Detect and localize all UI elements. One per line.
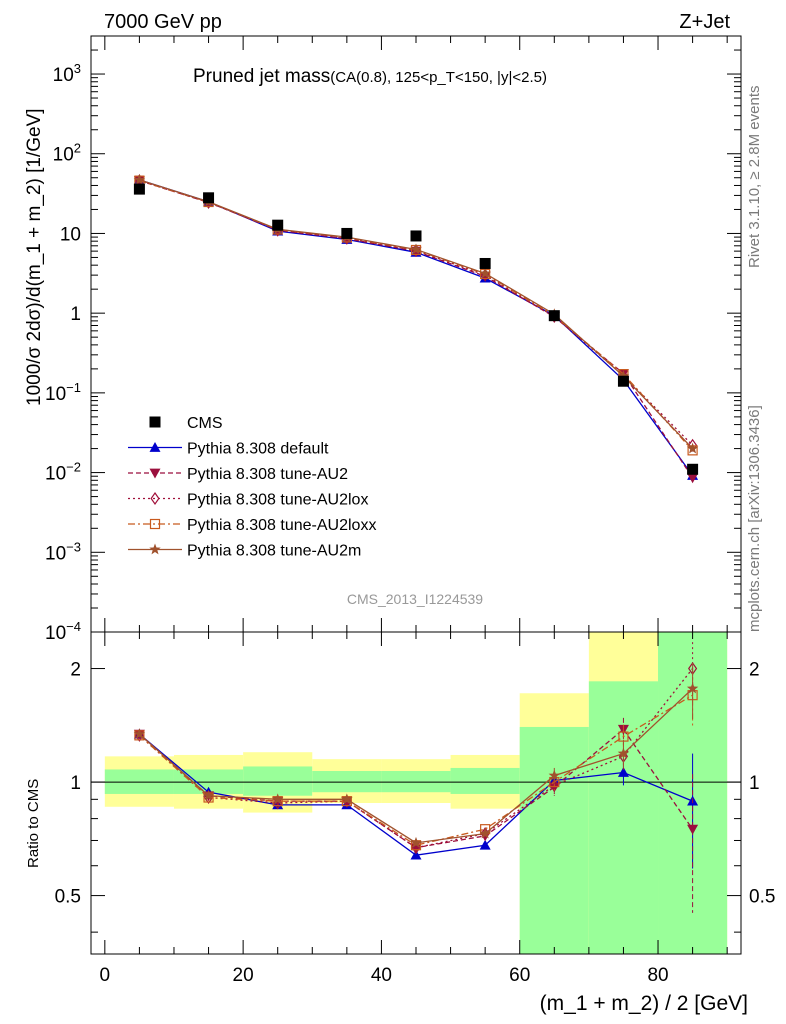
series-point-au2m: [410, 243, 422, 255]
ratio-point-au2m: [341, 793, 353, 805]
main-ytick-label: 10: [60, 224, 81, 245]
cms-point: [410, 230, 422, 242]
ratio-ytick-label-right: 2: [749, 660, 760, 681]
cms-point: [133, 183, 145, 195]
legend-label-au2lox: Pythia 8.308 tune-AU2lox: [187, 492, 368, 509]
ratio-ytick-label-right: 1: [749, 773, 760, 794]
ratio-ylabel: Ratio to CMS: [25, 779, 42, 868]
series-point-au2m: [617, 370, 630, 382]
series-point-au2m: [133, 173, 146, 185]
legend-marker-au2loxx: [149, 518, 161, 530]
series-line-au2: [139, 180, 694, 479]
ratio-xtick-label: 80: [647, 965, 668, 986]
legend-marker-au2m: [149, 543, 161, 555]
ratio-point-au2m: [202, 789, 215, 801]
green-band: [243, 766, 313, 796]
header-right: Z+Jet: [679, 11, 730, 33]
green-band: [450, 767, 520, 794]
ratio-line-au2loxx: [138, 694, 693, 846]
legend-label-default: Pythia 8.308 default: [187, 441, 329, 458]
ratio-ytick-label: 2: [70, 660, 81, 681]
ratio-xtick-label: 60: [509, 965, 530, 986]
analysis-label: CMS_2013_I1224539: [347, 591, 483, 607]
ratio-xtick-label: 0: [100, 965, 111, 986]
ratio-ytick-label: 0.5: [55, 887, 81, 908]
main-ytick-label: 1: [70, 304, 81, 325]
mcplots-label: mcplots.cern.ch [arXiv:1306.3436]: [746, 405, 763, 632]
ratio-point-au2m: [410, 836, 422, 848]
ratio-point-default: [479, 839, 491, 850]
main-ytick-label: 102: [53, 141, 81, 166]
legend-label-au2m: Pythia 8.308 tune-AU2m: [187, 543, 361, 560]
main-title-text: Pruned jet mass: [193, 66, 330, 87]
main-title-sub: (CA(0.8), 125<p_T<150, |y|<2.5): [330, 69, 547, 86]
series-line-au2lox: [139, 180, 694, 446]
cms-point: [687, 463, 699, 475]
header-left: 7000 GeV pp: [104, 11, 222, 33]
ratio-point-au2: [687, 824, 699, 835]
ratio-xtick-label: 20: [233, 965, 254, 986]
main-ytick-label: 10−4: [45, 619, 81, 644]
cms-point: [617, 375, 629, 387]
series-line-au2m: [139, 179, 694, 450]
main-ytick-label: 103: [53, 61, 81, 86]
green-band: [519, 726, 589, 954]
cms-point: [479, 257, 491, 269]
ratio-point-au2m: [479, 827, 491, 839]
ratio-point-au2m: [133, 728, 146, 739]
ratio-xlabel: (m_1 + m_2) / 2 [GeV]: [540, 992, 748, 1015]
ratio-xtick-label: 40: [371, 965, 392, 986]
cms-point: [341, 227, 353, 239]
main-title: Pruned jet mass(CA(0.8), 125<p_T<150, |y…: [193, 66, 547, 87]
legend-marker-default: [149, 442, 161, 452]
legend-label-au2: Pythia 8.308 tune-AU2: [187, 466, 348, 483]
ratio-point-au2m: [617, 747, 630, 759]
ratio-point-au2m: [548, 769, 561, 781]
main-ytick-label: 10−1: [45, 380, 81, 405]
legend-marker-cms: [149, 416, 161, 428]
legend: CMS Pythia 8.308 default Pythia 8.308 tune…: [128, 415, 376, 560]
cms-point: [548, 310, 560, 322]
series-point-au2m: [686, 442, 699, 454]
main-ytick-label: 10−3: [45, 539, 81, 564]
main-ylabel: 1000/σ 2dσ)/d(m_1 + m_2) [1/GeV]: [24, 108, 45, 406]
series-line-au2loxx: [139, 180, 694, 451]
legend-label-cms: CMS: [187, 415, 223, 432]
ratio-point-default: [617, 767, 629, 777]
ratio-ytick-label-right: 0.5: [749, 887, 775, 908]
legend-marker-au2: [149, 468, 161, 479]
series-point-au2: [687, 473, 699, 484]
cms-point: [272, 219, 284, 231]
ratio-ytick-label: 1: [70, 773, 81, 794]
ratio-point-au2m: [271, 793, 284, 805]
ratio-point-default: [410, 849, 422, 860]
legend-label-au2loxx: Pythia 8.308 tune-AU2loxx: [187, 517, 376, 534]
rivet-label: Rivet 3.1.10, ≥ 2.8M events: [746, 85, 763, 269]
legend-marker-au2lox: [150, 491, 160, 506]
series-point-au2m: [479, 267, 491, 279]
ratio-point-au2m: [686, 682, 699, 694]
cms-point: [203, 192, 215, 204]
main-ytick-label: 10−2: [45, 460, 81, 485]
